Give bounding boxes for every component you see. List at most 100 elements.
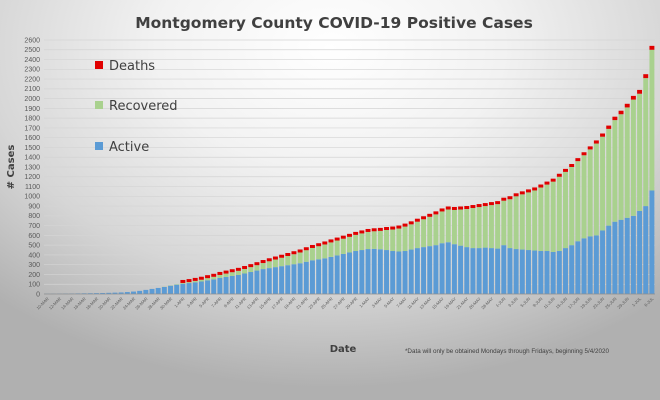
bar-active [396,251,402,294]
bar-active [174,284,180,294]
bar-recovered [408,224,414,250]
bar-active [217,277,223,294]
bar-active [377,249,383,294]
bar-recovered [396,228,402,252]
bar-deaths [279,254,285,258]
bar-active [279,266,285,294]
bar-deaths [618,110,624,115]
bar-recovered [205,278,211,281]
bar-deaths [488,202,494,206]
x-tick-label: 26-MAR [134,296,148,310]
bar-stack [377,227,383,294]
bar-active [359,250,365,294]
bar-active [470,248,476,294]
bar-stack [347,233,352,294]
bar-active [488,248,494,294]
bar-deaths [347,233,352,237]
bar-active [371,248,377,294]
bar-deaths [464,206,470,210]
bar-stack [637,89,643,294]
bar-recovered [550,181,556,252]
bar-active [100,293,106,294]
y-tick-label: 0 [36,291,40,298]
bar-deaths [353,231,359,235]
bar-deaths [643,74,649,79]
bar-active [643,206,649,294]
x-tick-label: 16-MAR [72,296,86,310]
bar-active [519,249,525,294]
bar-recovered [211,276,217,280]
bar-active [365,249,371,294]
bar-deaths [482,203,488,207]
legend-swatch-recovered [95,101,103,109]
x-tick-label: 9-JUN [532,296,544,308]
bar-recovered [458,209,464,246]
bar-deaths [260,260,266,264]
bar-stack [106,292,112,294]
x-tick-label: 28-MAR [146,296,160,310]
bar-deaths [316,243,322,247]
y-tick-label: 2000 [24,96,40,103]
bar-active [390,251,396,294]
bar-stack [470,205,476,294]
bar-deaths [495,201,501,205]
x-tick-label: 15-MAY [431,296,445,310]
bar-recovered [297,252,303,264]
bar-active [649,190,655,294]
bar-recovered [328,242,334,257]
bar-recovered [618,114,624,220]
bar-deaths [211,273,217,277]
bar-recovered [365,231,371,250]
x-tick-label: 7-APR [210,296,222,308]
bar-active [93,293,99,294]
bar-recovered [186,282,192,284]
bar-active [532,250,538,294]
legend-label-recovered: Recovered [109,99,178,114]
bar-deaths [186,279,192,283]
bar-stack [569,164,575,294]
y-axis-ticks: 0 100 200 300 400 500 600 700 800 900 1000 1100 1200… [24,37,40,298]
bar-recovered [513,196,519,250]
x-tick-label: 15-APR [258,296,272,310]
bar-active [211,279,217,294]
bar-recovered [198,279,204,282]
bar-recovered [371,231,377,249]
bar-stack [334,237,340,294]
bar-active [414,248,420,294]
bar-active [180,283,186,294]
bar-active [266,268,272,294]
bar-stack [575,158,581,294]
bar-stack [359,230,365,294]
bar-active [297,263,303,294]
bar-active [155,287,161,294]
bar-stack [384,227,389,294]
x-tick-label: 19-MAY [443,296,457,310]
bar-recovered [556,176,562,252]
bar-active [124,292,130,294]
bar-deaths [223,270,229,274]
x-tick-label: 11-MAY [406,296,420,310]
bar-stack [371,228,377,294]
bar-stack [291,251,297,294]
bar-stack [649,45,655,294]
bar-stack [223,270,229,294]
x-tick-label: 13-MAY [418,296,432,310]
bar-stack [254,262,260,294]
y-tick-label: 700 [28,223,40,230]
bar-deaths [198,276,204,280]
bar-active [445,242,451,294]
bar-recovered [630,99,636,216]
bar-recovered [451,209,457,245]
bar-recovered [563,171,568,249]
bar-deaths [310,244,315,248]
bar-recovered [606,128,612,226]
bar-active [242,273,248,294]
bar-recovered [519,194,525,250]
bar-stack [390,226,396,294]
y-tick-label: 500 [28,243,40,250]
bar-stack [248,264,254,294]
bar-stack [93,293,99,294]
y-tick-label: 400 [28,252,40,259]
x-tick-label: 25-JUN [604,296,618,310]
